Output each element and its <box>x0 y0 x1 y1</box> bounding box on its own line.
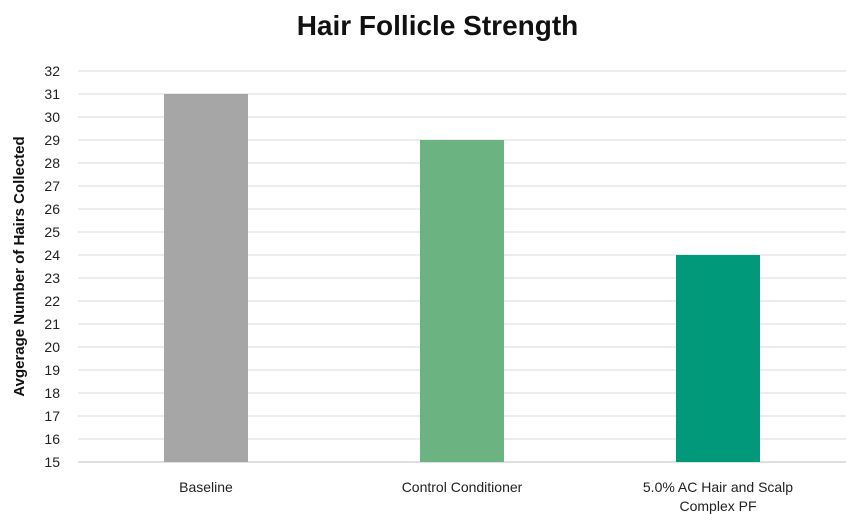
y-tick-label: 19 <box>44 362 60 378</box>
x-axis-categories: Baseline Control Conditioner 5.0% AC Hair … <box>179 479 793 514</box>
x-category-label: Baseline <box>179 479 233 495</box>
y-tick-label: 15 <box>44 454 60 470</box>
y-tick-label: 16 <box>44 431 60 447</box>
x-category-label: 5.0% AC Hair and Scalp Complex PF <box>643 479 793 514</box>
bar-1 <box>164 94 248 462</box>
bars <box>164 94 760 462</box>
bar-2 <box>420 140 504 462</box>
bar-3 <box>676 255 760 462</box>
y-tick-label: 21 <box>44 316 60 332</box>
y-tick-label: 23 <box>44 270 60 286</box>
y-tick-label: 18 <box>44 385 60 401</box>
y-axis-ticks: 15 16 17 18 19 20 21 22 23 24 25 26 27 28 29 30 31 32 <box>44 63 60 470</box>
y-axis-label: Avgerage Number of Hairs Collected <box>11 136 28 396</box>
y-tick-label: 32 <box>44 63 60 79</box>
y-tick-label: 20 <box>44 339 60 355</box>
y-tick-label: 27 <box>44 178 60 194</box>
y-tick-label: 30 <box>44 109 60 125</box>
y-tick-label: 26 <box>44 201 60 217</box>
y-tick-label: 31 <box>44 86 60 102</box>
y-tick-label: 17 <box>44 408 60 424</box>
y-tick-label: 28 <box>44 155 60 171</box>
x-category-label: Control Conditioner <box>402 479 523 495</box>
chart-title: Hair Follicle Strength <box>296 10 579 41</box>
y-tick-label: 22 <box>44 293 60 309</box>
y-tick-label: 25 <box>44 224 60 240</box>
y-tick-label: 24 <box>44 247 60 263</box>
y-tick-label: 29 <box>44 132 60 148</box>
